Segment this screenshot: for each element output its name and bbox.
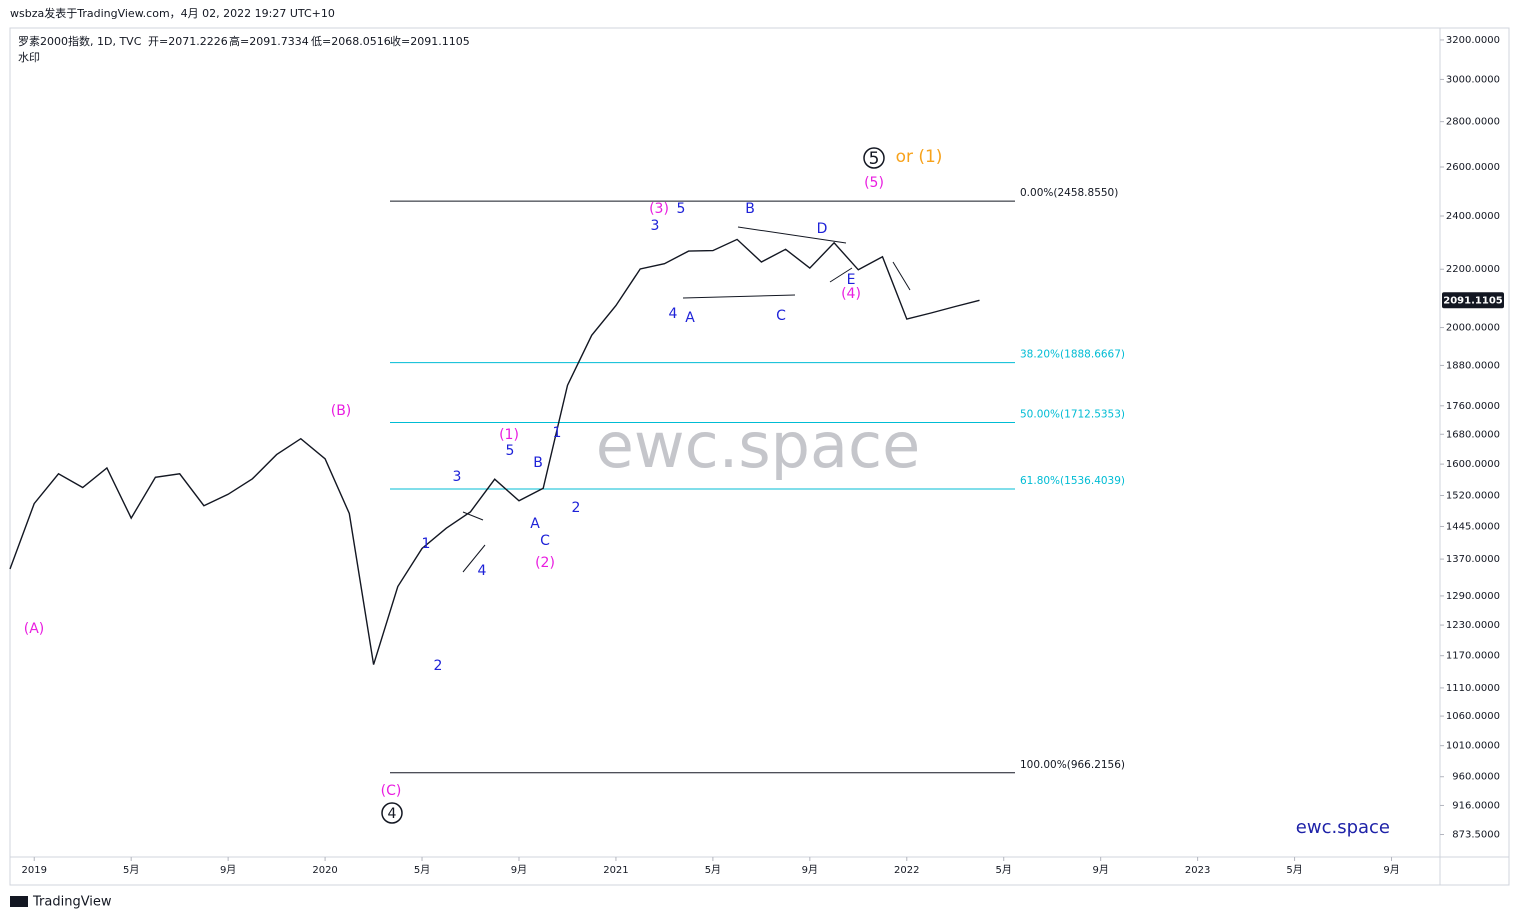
y-tick-label: 2400.0000: [1446, 211, 1500, 222]
fib-label: 0.00%(2458.8550): [1020, 187, 1118, 199]
low: 低=2068.0516: [311, 35, 391, 48]
x-tick-label: 5月: [996, 864, 1012, 876]
wave-label: (2): [535, 555, 555, 571]
wave-label: E: [847, 272, 856, 288]
y-tick-label: 1520.0000: [1446, 491, 1500, 502]
wave-label: (B): [331, 403, 352, 419]
wave-label: (4): [841, 286, 861, 302]
last-price-label: 2091.1105: [1443, 295, 1503, 306]
y-tick-label: 916.0000: [1452, 800, 1500, 811]
wave-label: 1: [553, 425, 562, 441]
x-tick-label: 9月: [220, 864, 236, 876]
wave-label: 5: [677, 201, 686, 217]
wave-label: A: [685, 310, 695, 326]
fib-label: 61.80%(1536.4039): [1020, 475, 1125, 487]
y-tick-label: 1370.0000: [1446, 554, 1500, 565]
y-tick-label: 2000.0000: [1446, 323, 1500, 334]
watermark: ewc.space: [596, 409, 921, 482]
fib-label: 100.00%(966.2156): [1020, 759, 1125, 771]
wave-circle: [863, 147, 885, 169]
brand: ewc.space: [1296, 817, 1390, 838]
wave-label: C: [540, 533, 550, 549]
y-tick-label: 1600.0000: [1446, 459, 1500, 470]
wave-label: 2: [434, 658, 443, 674]
y-tick-label: 3200.0000: [1446, 35, 1500, 46]
wave-label: 2: [572, 500, 581, 516]
wave-label: 3: [651, 218, 660, 234]
open: 开=2071.2226: [148, 35, 228, 48]
symbol: 罗素2000指数, 1D, TVC: [18, 34, 142, 48]
x-tick-label: 2021: [603, 865, 628, 876]
y-tick-label: 2200.0000: [1446, 264, 1500, 275]
x-tick-label: 2022: [894, 865, 919, 876]
wave-label: 3: [453, 469, 462, 485]
y-tick-label: 1170.0000: [1446, 651, 1500, 662]
watermark-label: 水印: [18, 51, 40, 64]
wave-label: (3): [649, 201, 669, 217]
wave-label: or (1): [896, 147, 943, 167]
y-tick-label: 1680.0000: [1446, 429, 1500, 440]
y-tick-label: 960.0000: [1452, 772, 1500, 783]
x-tick-label: 2023: [1185, 865, 1210, 876]
y-tick-label: 1060.0000: [1446, 711, 1500, 722]
x-tick-label: 5月: [123, 864, 139, 876]
author: wsbza发表于TradingView.com，4月 02, 2022 19:2…: [10, 6, 335, 20]
x-tick-label: 5月: [1286, 864, 1302, 876]
x-tick-label: 2019: [22, 865, 47, 876]
x-tick-label: 2020: [312, 865, 337, 876]
last-price-box: [1442, 292, 1504, 309]
fib-label: 38.20%(1888.6667): [1020, 349, 1125, 361]
wave-label: (C): [381, 783, 402, 799]
x-tick-label: 9月: [802, 864, 818, 876]
wave-label: (5): [864, 175, 884, 191]
wave-label: B: [533, 455, 543, 471]
y-tick-label: 3000.0000: [1446, 74, 1500, 85]
wave-label: D: [817, 221, 828, 237]
footer: TradingView: [32, 895, 112, 910]
y-tick-label: 1445.0000: [1446, 521, 1500, 532]
y-tick-label: 2800.0000: [1446, 117, 1500, 128]
y-tick-label: 1010.0000: [1446, 741, 1500, 752]
wave-circle: [381, 802, 403, 824]
close: 收=2091.1105: [390, 34, 470, 48]
price-line: [9, 238, 980, 665]
wave-label: (A): [24, 621, 45, 637]
y-tick-label: 2600.0000: [1446, 162, 1500, 173]
wave-label: 4: [669, 306, 678, 322]
y-tick-label: 1880.0000: [1446, 360, 1500, 371]
y-tick-label: 1760.0000: [1446, 401, 1500, 412]
triangle-lines: [462, 226, 911, 573]
x-tick-label: 9月: [1383, 864, 1399, 876]
y-tick-label: 873.5000: [1452, 830, 1500, 841]
x-tick-label: 9月: [1092, 864, 1108, 876]
y-tick-label: 1110.0000: [1446, 683, 1500, 694]
wave-label: 5: [506, 443, 515, 459]
high: 高=2091.7334: [229, 34, 309, 48]
footer-logo: [10, 896, 28, 907]
wave-label: A: [530, 516, 540, 532]
wave-label: 5: [869, 149, 880, 169]
wave-label: 4: [478, 563, 487, 579]
fib-label: 50.00%(1712.5353): [1020, 409, 1125, 421]
wave-label: (1): [499, 427, 519, 443]
y-tick-label: 1290.0000: [1446, 591, 1500, 602]
y-tick-label: 1230.0000: [1446, 620, 1500, 631]
wave-label: C: [776, 308, 786, 324]
wave-label: B: [745, 201, 755, 217]
wave-label: 4: [388, 806, 397, 822]
x-tick-label: 9月: [511, 864, 527, 876]
x-tick-label: 5月: [705, 864, 721, 876]
x-tick-label: 5月: [414, 864, 430, 876]
frame: [9, 27, 1510, 886]
wave-label: 1: [422, 536, 431, 552]
